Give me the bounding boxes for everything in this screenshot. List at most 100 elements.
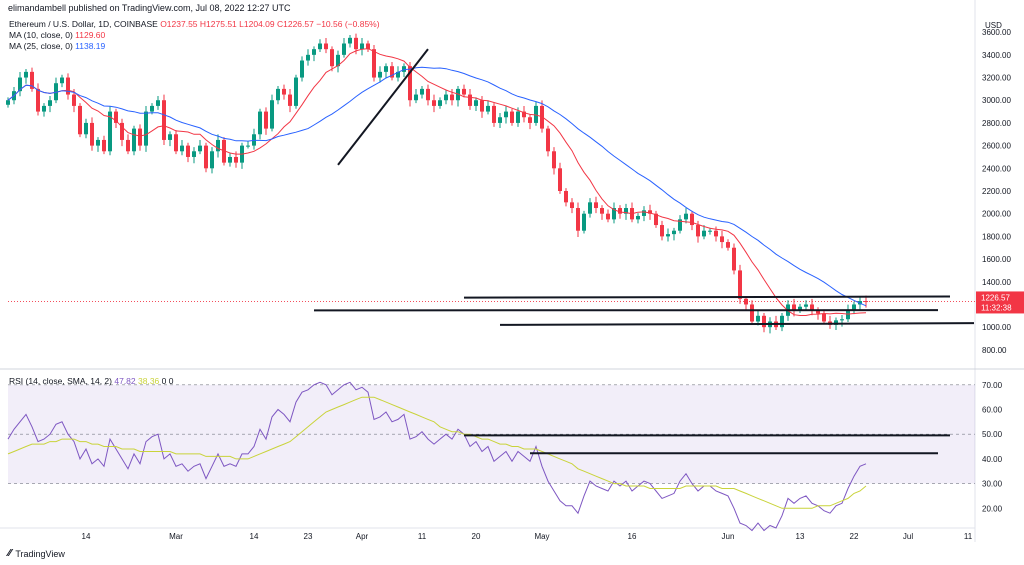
candle-body xyxy=(684,213,688,220)
candle-body xyxy=(666,234,670,237)
candle-body xyxy=(576,208,580,231)
candle-body xyxy=(672,230,676,235)
rsi-extra-value-2: 0 xyxy=(168,376,174,386)
candle-body xyxy=(324,43,328,50)
candle-body xyxy=(474,100,478,106)
candle-body xyxy=(606,213,610,220)
candle-body xyxy=(702,230,706,237)
candle-body xyxy=(594,202,598,209)
candle-body xyxy=(354,37,358,50)
candle-body xyxy=(402,66,406,72)
candle-body xyxy=(438,100,442,106)
tradingview-logo[interactable]: ⁄⁄ TradingView xyxy=(8,548,65,559)
last-price-value: 1226.57 xyxy=(981,293,1010,302)
candle-body xyxy=(552,151,556,169)
time-tick-label: Apr xyxy=(356,532,369,541)
time-tick-label: May xyxy=(534,532,549,541)
candle-body xyxy=(714,230,718,237)
candle-body xyxy=(414,94,418,101)
candle-body xyxy=(660,225,664,237)
time-tick-label: 22 xyxy=(850,532,859,541)
candle-body xyxy=(372,49,376,78)
rsi-tick-label: 60.00 xyxy=(982,406,1003,415)
candle-body xyxy=(804,304,808,307)
candle-body xyxy=(294,77,298,106)
time-tick-label: 14 xyxy=(82,532,91,541)
candle-body xyxy=(636,215,640,220)
candle-body xyxy=(186,145,190,157)
candle-body xyxy=(264,111,268,129)
candle-body xyxy=(498,117,502,123)
candle-body xyxy=(144,111,148,146)
candle-body xyxy=(864,301,868,303)
candle-body xyxy=(246,145,250,147)
candle-body xyxy=(174,134,178,152)
candle-body xyxy=(288,94,292,106)
price-tick-label: 3400.00 xyxy=(982,51,1011,60)
time-tick-label: 23 xyxy=(304,532,313,541)
drawn-trendline xyxy=(499,322,975,326)
candle-body xyxy=(756,315,760,322)
candle-body xyxy=(198,145,202,152)
rsi-ma-line xyxy=(7,396,867,509)
rsi-tick-label: 50.00 xyxy=(982,430,1003,439)
legend-symbol-row: Ethereum / U.S. Dollar, 1D, COINBASE O12… xyxy=(9,19,380,30)
candle-body xyxy=(582,213,586,231)
candle-body xyxy=(330,49,334,67)
candle-body xyxy=(318,43,322,50)
candle-body xyxy=(378,71,382,78)
symbol-label: Ethereum / U.S. Dollar, 1D, COINBASE xyxy=(9,19,158,29)
candle-body xyxy=(336,54,340,67)
price-tick-label: 3200.00 xyxy=(982,74,1011,83)
candle-body xyxy=(822,313,826,322)
candle-body xyxy=(792,304,796,311)
candle-body xyxy=(654,213,658,226)
candle-body xyxy=(114,111,118,123)
candle-body xyxy=(816,310,820,314)
candle-body xyxy=(18,77,22,92)
currency-label: USD xyxy=(985,21,1002,30)
candle-body xyxy=(90,122,94,146)
time-tick-label: 14 xyxy=(250,532,259,541)
candle-body xyxy=(744,298,748,305)
candle-body xyxy=(270,100,274,129)
price-tick-label: 3000.00 xyxy=(982,96,1011,105)
candle-body xyxy=(840,319,844,321)
time-tick-label: 11 xyxy=(418,532,427,541)
candle-body xyxy=(342,43,346,55)
candle-body xyxy=(234,156,238,163)
candle-body xyxy=(780,315,784,328)
ma25-value: 1138.19 xyxy=(75,41,106,51)
price-tick-label: 1000.00 xyxy=(982,323,1011,332)
ohlc-open: O1237.55 xyxy=(160,19,198,29)
rsi-tick-label: 70.00 xyxy=(982,381,1003,390)
rsi-ma-value: 38.36 xyxy=(138,376,160,386)
candle-body xyxy=(432,100,436,106)
candle-body xyxy=(222,139,226,163)
candle-body xyxy=(54,83,58,101)
legend-ma25-row: MA (25, close, 0) 1138.19 xyxy=(9,41,380,52)
candle-body xyxy=(306,54,310,61)
candle-body xyxy=(798,306,802,311)
bar-countdown: 11:32:38 xyxy=(981,303,1012,312)
rsi-label: RSI (14, close, SMA, 14, 2) xyxy=(9,376,112,386)
candle-body xyxy=(312,49,316,55)
candle-body xyxy=(444,94,448,101)
candle-body xyxy=(546,128,550,152)
candle-body xyxy=(690,213,694,226)
rsi-legend: RSI (14, close, SMA, 14, 2) 47.82 38.36 … xyxy=(9,376,174,386)
candle-body xyxy=(258,111,262,135)
candle-body xyxy=(60,77,64,84)
candle-body xyxy=(138,128,142,146)
candle-body xyxy=(42,105,46,112)
candle-body xyxy=(612,208,616,220)
candle-body xyxy=(300,60,304,78)
candle-body xyxy=(588,202,592,214)
candle-body xyxy=(228,156,232,163)
candle-body xyxy=(732,247,736,271)
candle-body xyxy=(750,304,754,322)
candle-body xyxy=(720,236,724,243)
candle-body xyxy=(624,208,628,214)
price-tick-label: 2200.00 xyxy=(982,187,1011,196)
